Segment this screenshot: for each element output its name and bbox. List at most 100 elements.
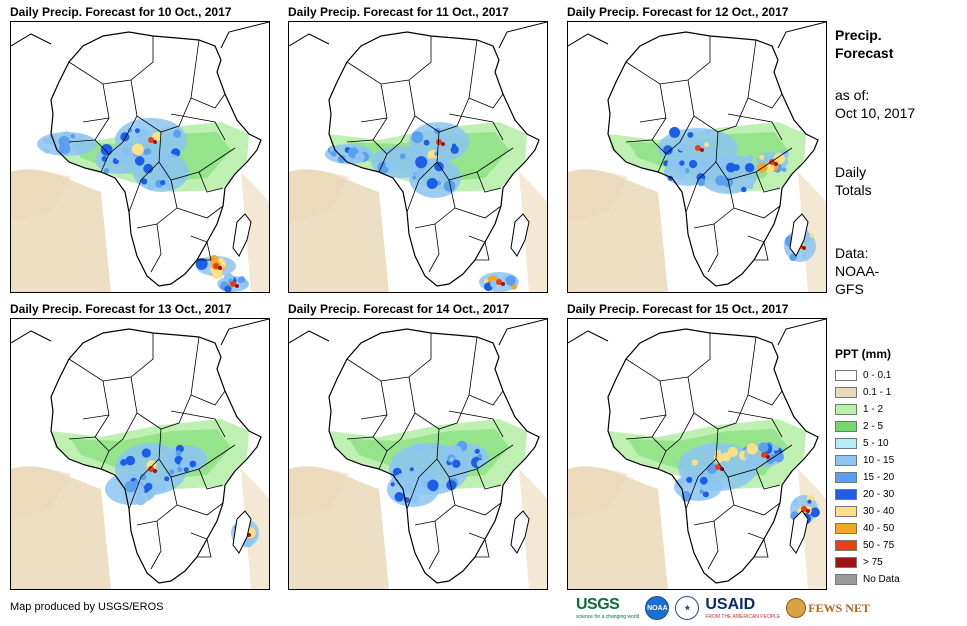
rain-cell: [426, 178, 438, 189]
legend-swatch: [835, 438, 857, 449]
rain-cell: [135, 494, 146, 506]
legend-item: 2 - 5: [835, 418, 955, 435]
africa-coastline: [607, 328, 819, 584]
heavy-rain-cell: [802, 246, 806, 250]
country-border: [693, 476, 735, 526]
europe-coast: [568, 33, 609, 47]
heavy-rain-cell: [700, 148, 704, 152]
rain-cell: [390, 482, 395, 487]
rain-cell: [809, 507, 820, 518]
forecast-title: Precip. Forecast: [835, 26, 893, 62]
country-border: [436, 131, 514, 181]
rain-cell: [141, 178, 148, 185]
legend-label: 50 - 75: [863, 540, 895, 551]
heavy-rain-cell: [218, 266, 222, 270]
rain-cell: [101, 156, 108, 162]
rain-cell: [746, 154, 753, 162]
legend-swatch: [835, 370, 857, 381]
africa-precip-map: [567, 21, 827, 293]
country-border: [468, 93, 504, 109]
country-border: [685, 458, 717, 510]
rain-cell: [394, 492, 405, 502]
rain-cell: [173, 129, 182, 138]
map-panel-12-oct: Daily Precip. Forecast for 12 Oct., 2017: [567, 5, 829, 295]
heavy-rain-cell: [148, 466, 154, 472]
rain-cell: [421, 469, 434, 482]
rain-cell: [141, 448, 151, 458]
country-border: [406, 458, 438, 510]
rain-cell: [134, 156, 145, 166]
rain-cell: [782, 167, 787, 172]
country-border: [170, 113, 226, 141]
arabia-coast: [777, 22, 826, 49]
forecast-title-line2: Forecast: [835, 45, 894, 61]
country-border: [747, 390, 783, 406]
rain-cell: [667, 160, 676, 169]
fews-net-logo: FEWS NET: [786, 598, 870, 618]
rain-cell: [175, 450, 182, 457]
country-border: [82, 117, 110, 123]
legend-label: 10 - 15: [863, 455, 895, 466]
rain-cell: [452, 445, 462, 456]
madagascar-outline: [232, 213, 252, 257]
heavy-rain-cell: [441, 142, 445, 146]
rain-cell: [697, 178, 706, 187]
data-line3: GFS: [835, 281, 864, 297]
rain-cell: [411, 166, 419, 174]
country-border: [625, 139, 667, 155]
africa-coastline: [50, 31, 262, 287]
country-border: [715, 428, 793, 478]
country-border: [346, 436, 388, 452]
heavy-rain-cell: [436, 139, 442, 145]
rain-cell: [450, 145, 459, 154]
rain-cell: [100, 144, 113, 156]
africa-precip-map: [567, 318, 827, 590]
legend-label: 15 - 20: [863, 472, 895, 483]
rain-cell: [103, 168, 110, 174]
rain-cell: [147, 183, 154, 191]
rain-cell: [698, 154, 758, 194]
africa-coastline: [328, 328, 540, 584]
rain-cell: [679, 160, 685, 166]
country-border: [685, 161, 717, 213]
legend-swatch: [835, 387, 857, 398]
rain-cell: [78, 135, 83, 139]
legend-item: 15 - 20: [835, 469, 955, 486]
arabia-coast: [498, 22, 547, 49]
rain-cell: [741, 473, 748, 480]
legend-swatch: [835, 540, 857, 551]
rain-cell: [160, 180, 166, 186]
rain-cell: [704, 142, 709, 148]
map-panel-10-oct: Daily Precip. Forecast for 10 Oct., 2017: [10, 5, 272, 295]
rain-cell: [134, 128, 140, 134]
rain-cell: [409, 467, 414, 472]
legend-label: 0 - 0.1: [863, 370, 892, 381]
country-border: [468, 390, 504, 406]
map-credit: Map produced by USGS/EROS: [10, 601, 164, 613]
heavy-rain-cell: [148, 137, 154, 143]
rain-cell: [385, 159, 396, 169]
rain-cell: [681, 477, 686, 483]
country-border: [82, 414, 110, 420]
heavy-rain-cell: [230, 281, 236, 287]
europe-coast: [289, 330, 330, 344]
legend-label: 5 - 10: [863, 438, 889, 449]
rain-cell: [715, 175, 726, 186]
rain-cell: [74, 143, 81, 151]
map-title: Daily Precip. Forecast for 13 Oct., 2017: [10, 302, 232, 316]
country-border: [727, 113, 783, 141]
rain-cell: [70, 133, 76, 139]
country-border: [346, 139, 388, 155]
rain-cell: [452, 459, 461, 468]
rain-cell: [446, 480, 457, 491]
africa-precip-map: [10, 21, 270, 293]
rain-cell: [146, 492, 153, 499]
country-border: [100, 412, 138, 470]
map-panel-13-oct: Daily Precip. Forecast for 13 Oct., 2017: [10, 302, 272, 592]
madagascar-outline: [789, 510, 809, 554]
country-border: [150, 223, 162, 273]
country-border: [408, 336, 478, 430]
rain-cell: [759, 154, 765, 160]
rain-cell: [139, 473, 147, 480]
usaid-tagline: FROM THE AMERICAN PEOPLE: [705, 614, 781, 620]
